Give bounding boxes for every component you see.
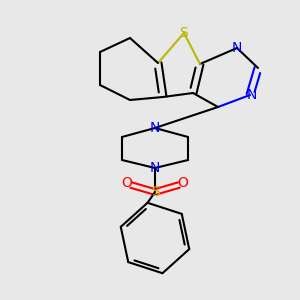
Text: N: N	[247, 88, 257, 102]
Text: N: N	[150, 121, 160, 135]
Text: O: O	[122, 176, 132, 190]
Text: S: S	[151, 185, 159, 199]
Text: N: N	[150, 161, 160, 175]
Text: O: O	[178, 176, 188, 190]
Text: S: S	[180, 26, 188, 40]
Text: N: N	[232, 41, 242, 55]
